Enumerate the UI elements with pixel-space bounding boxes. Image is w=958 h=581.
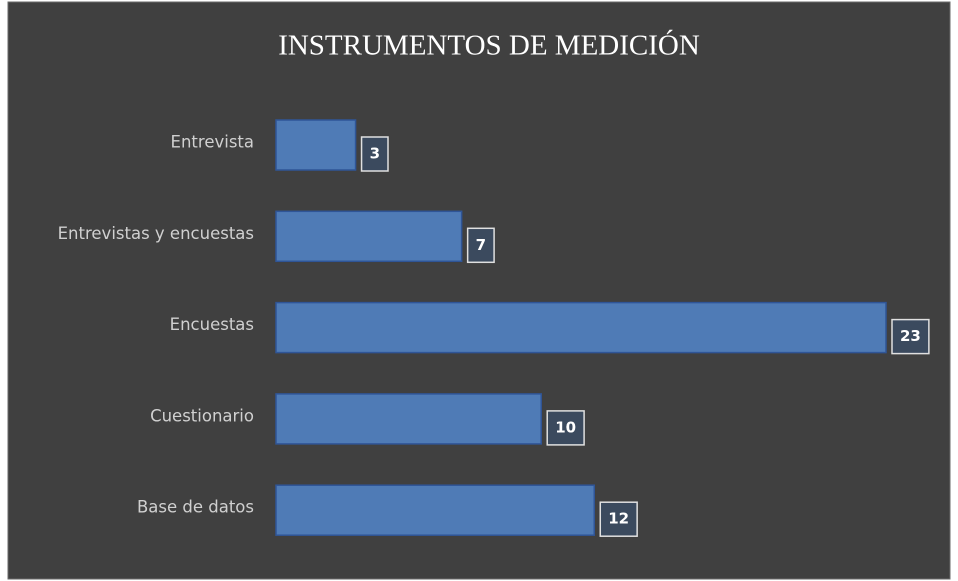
bar	[275, 393, 542, 445]
bar	[275, 484, 596, 536]
value-label: 3	[370, 145, 380, 163]
bar	[275, 119, 357, 171]
value-label-box	[466, 227, 495, 264]
value-label-box	[891, 318, 930, 355]
value-label: 10	[555, 418, 576, 436]
value-label-box	[360, 136, 389, 172]
value-label: 23	[900, 327, 921, 345]
value-label: 12	[608, 510, 629, 528]
value-label-box	[546, 410, 585, 446]
category-label: Cuestionario	[150, 406, 254, 425]
chart-title: INSTRUMENTOS DE MEDICIÓN	[278, 29, 700, 62]
value-label-box	[599, 501, 638, 537]
category-label: Base de datos	[137, 498, 254, 517]
bar	[275, 301, 887, 354]
bar	[275, 210, 463, 263]
category-label: Encuestas	[170, 315, 254, 334]
value-label: 7	[476, 236, 486, 254]
category-label: Entrevistas y encuestas	[58, 224, 254, 243]
chart-background	[7, 1, 951, 580]
category-label: Entrevista	[171, 133, 254, 152]
